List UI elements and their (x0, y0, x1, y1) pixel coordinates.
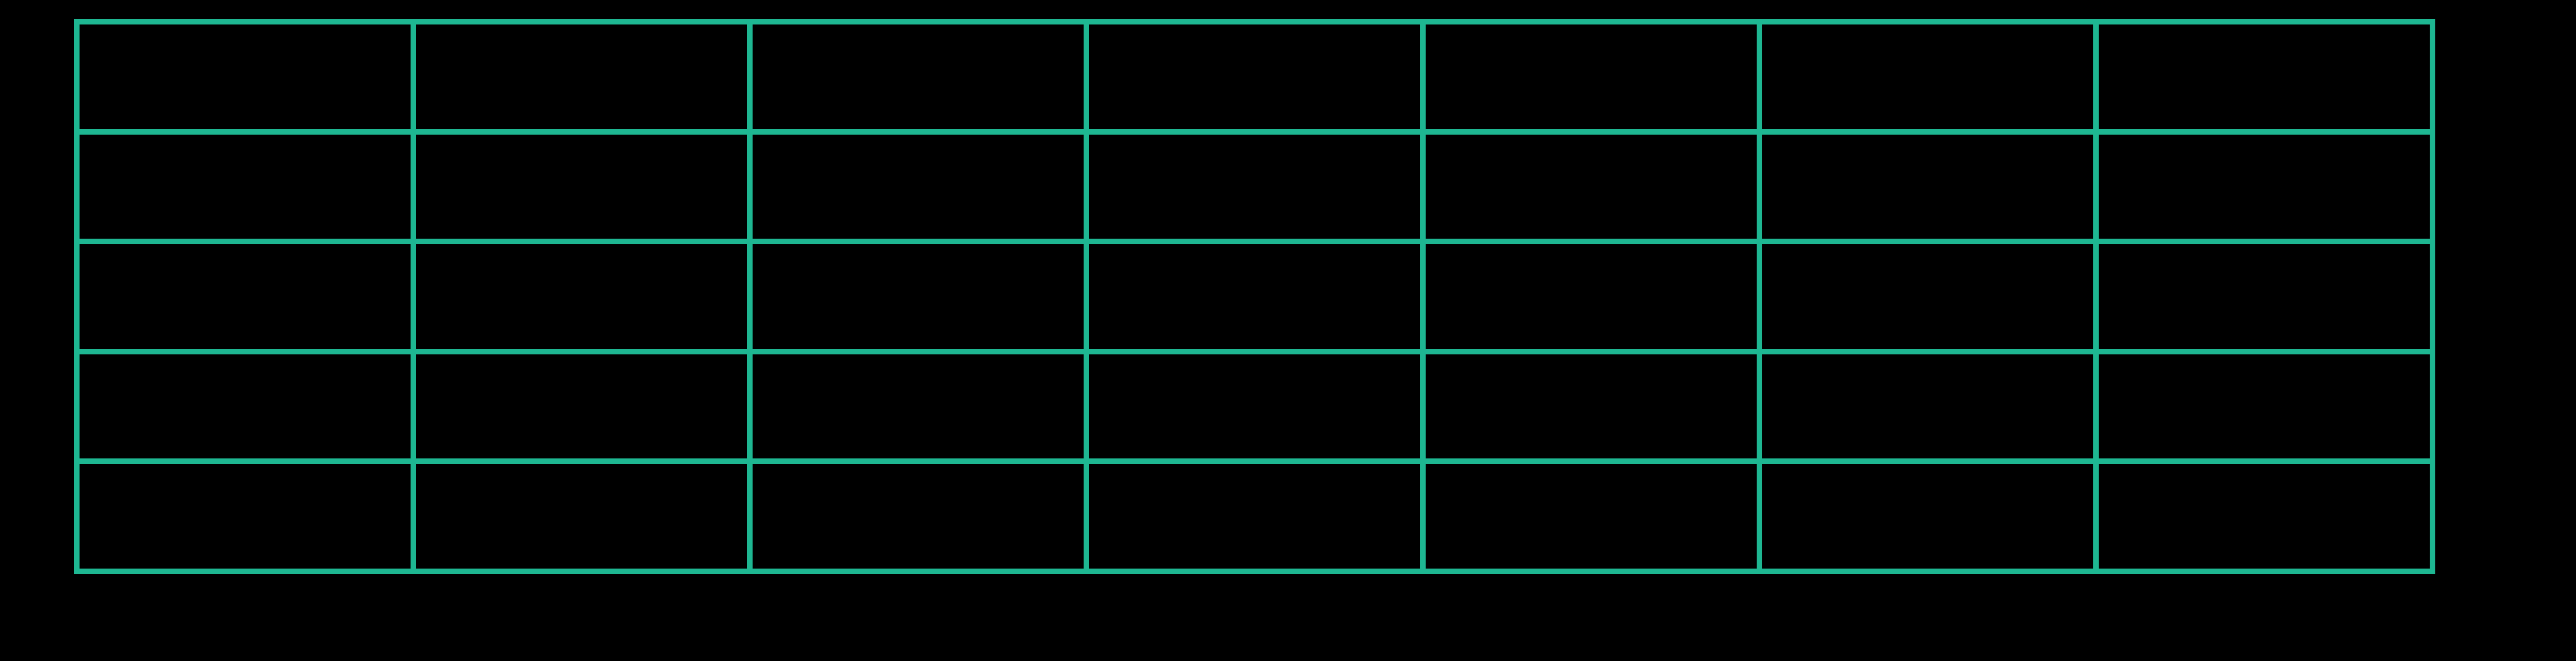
table-cell-r5-c1 (80, 464, 411, 569)
table-cell-r5-c6 (1762, 464, 2093, 569)
table-cell-r4-c4 (1089, 354, 1420, 459)
table-cell-r1-c2 (416, 24, 747, 129)
table-cell-r4-c6 (1762, 354, 2093, 459)
table-cell-r2-c3 (753, 134, 1084, 239)
table-cell-r4-c1 (80, 354, 411, 459)
table-cell-r2-c4 (1089, 134, 1420, 239)
table-cell-r2-c7 (2099, 134, 2430, 239)
empty-table (74, 19, 2435, 574)
table-cell-r4-c2 (416, 354, 747, 459)
table-cell-r2-c6 (1762, 134, 2093, 239)
table-cell-r5-c5 (1426, 464, 1757, 569)
table-cell-r1-c1 (80, 24, 411, 129)
table-cell-r4-c5 (1426, 354, 1757, 459)
table-cell-r1-c3 (753, 24, 1084, 129)
table-cell-r3-c1 (80, 244, 411, 349)
table-cell-r5-c7 (2099, 464, 2430, 569)
table-cell-r2-c1 (80, 134, 411, 239)
table-cell-r5-c2 (416, 464, 747, 569)
table-cell-r5-c4 (1089, 464, 1420, 569)
table-cell-r3-c5 (1426, 244, 1757, 349)
table-cell-r1-c4 (1089, 24, 1420, 129)
table-cell-r3-c3 (753, 244, 1084, 349)
table-cell-r1-c5 (1426, 24, 1757, 129)
table-cell-r2-c2 (416, 134, 747, 239)
table-cell-r3-c7 (2099, 244, 2430, 349)
table-cell-r1-c6 (1762, 24, 2093, 129)
table-cell-r3-c4 (1089, 244, 1420, 349)
table-cell-r2-c5 (1426, 134, 1757, 239)
table-cell-r5-c3 (753, 464, 1084, 569)
table-cell-r3-c6 (1762, 244, 2093, 349)
table-cell-r1-c7 (2099, 24, 2430, 129)
table-cell-r4-c3 (753, 354, 1084, 459)
table-cell-r3-c2 (416, 244, 747, 349)
table-cell-r4-c7 (2099, 354, 2430, 459)
